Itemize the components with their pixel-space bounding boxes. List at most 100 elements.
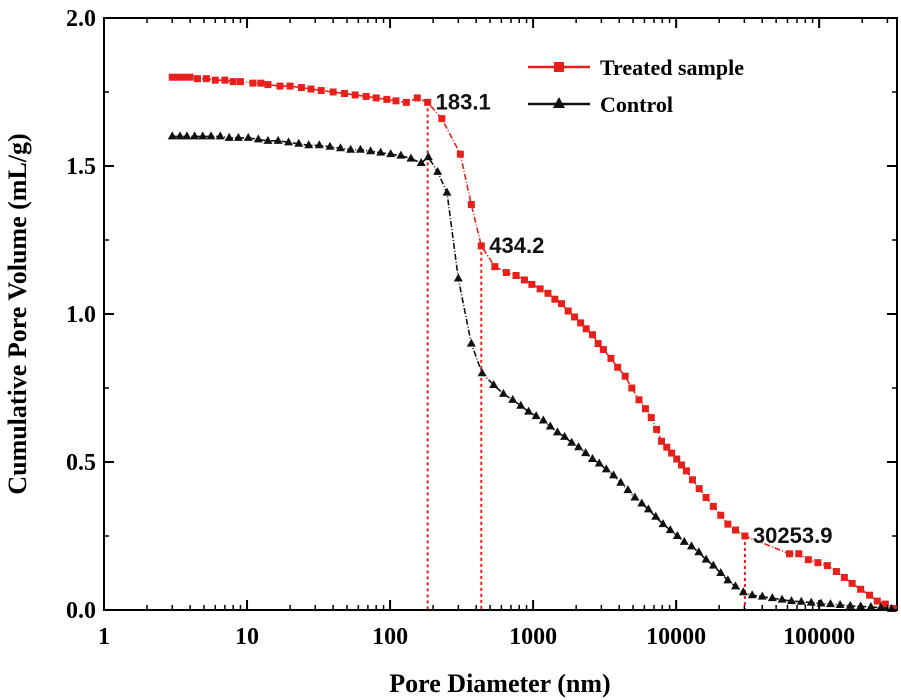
reference-lines: [426, 102, 746, 610]
data-point: [221, 76, 229, 84]
data-point: [186, 73, 194, 81]
data-point: [263, 135, 273, 144]
data-point: [677, 461, 685, 469]
data-point: [206, 131, 216, 140]
data-point: [211, 76, 219, 84]
data-point: [329, 88, 337, 96]
annotation-label: 183.1: [436, 89, 491, 114]
data-point: [433, 166, 443, 175]
data-point: [665, 525, 675, 534]
data-point: [198, 131, 208, 140]
data-point: [643, 504, 653, 513]
data-point: [786, 596, 796, 605]
legend-control-marker: [553, 97, 565, 108]
data-point: [545, 421, 555, 430]
data-point: [536, 285, 544, 293]
data-point: [402, 98, 410, 106]
data-point: [826, 599, 836, 608]
data-point: [424, 98, 432, 106]
data-point: [832, 568, 840, 576]
x-tick-label: 100: [372, 624, 408, 650]
series-treated: [168, 73, 897, 613]
data-point: [193, 75, 201, 83]
data-point: [658, 519, 668, 528]
data-point: [386, 149, 396, 158]
y-axis-title: Cumulative Pore Volume (mL/g): [3, 133, 32, 494]
data-point: [668, 449, 676, 457]
data-point: [658, 437, 666, 445]
data-point: [679, 536, 689, 545]
data-point: [249, 79, 257, 87]
data-point: [616, 477, 626, 486]
data-point: [564, 307, 572, 315]
data-point: [273, 135, 283, 144]
data-point: [498, 388, 508, 397]
x-tick-label: 1: [98, 624, 110, 650]
data-point: [723, 575, 733, 584]
y-tick-label: 0.0: [66, 598, 96, 624]
data-point: [276, 82, 284, 90]
data-point: [594, 458, 604, 467]
data-point: [741, 532, 749, 540]
data-point: [730, 581, 740, 590]
x-tick-label: 10000: [646, 624, 706, 650]
data-point: [456, 150, 464, 158]
data-point: [738, 587, 748, 596]
x-tick-label: 1000: [509, 624, 557, 650]
data-point: [757, 591, 767, 600]
data-point: [355, 144, 365, 153]
data-point: [528, 280, 536, 288]
data-point: [840, 573, 848, 581]
data-point: [174, 73, 182, 81]
data-point: [628, 384, 636, 392]
data-point: [630, 492, 640, 501]
annotations: 183.1 434.2 30253.9: [436, 89, 833, 548]
data-point: [637, 498, 647, 507]
data-point: [582, 325, 590, 333]
data-point: [588, 331, 596, 339]
data-point: [848, 579, 856, 587]
data-point: [175, 131, 185, 140]
data-point: [243, 132, 253, 141]
legend-treated-label: Treated sample: [600, 55, 744, 80]
data-point: [796, 596, 806, 605]
data-point: [701, 554, 711, 563]
data-point: [489, 380, 499, 389]
data-point: [795, 550, 803, 558]
data-point: [406, 153, 416, 162]
data-point: [502, 269, 510, 277]
data-point: [599, 346, 607, 354]
data-point: [621, 372, 629, 380]
data-point: [477, 242, 485, 250]
data-point: [777, 594, 787, 603]
data-point: [551, 295, 559, 303]
data-point: [538, 415, 548, 424]
data-point: [236, 78, 244, 86]
data-point: [581, 448, 591, 457]
data-point: [284, 137, 294, 146]
data-point: [544, 289, 552, 297]
data-point: [552, 427, 562, 436]
data-point: [167, 131, 177, 140]
data-point: [694, 547, 704, 556]
data-point: [438, 115, 446, 123]
series-control: [167, 131, 896, 612]
data-point: [623, 485, 633, 494]
data-point: [814, 559, 822, 567]
data-point: [520, 276, 528, 284]
series-line: [172, 135, 892, 610]
data-point: [233, 132, 243, 141]
data-point: [635, 396, 643, 404]
x-axis-title: Pore Diameter (nm): [389, 669, 610, 698]
data-point: [396, 150, 406, 159]
data-point: [294, 138, 304, 147]
data-point: [182, 131, 192, 140]
data-point: [806, 597, 816, 606]
data-point: [686, 541, 696, 550]
data-point: [467, 200, 475, 208]
y-tick-label: 1.0: [66, 302, 96, 328]
data-point: [229, 78, 237, 86]
data-point: [512, 272, 520, 280]
data-point: [383, 95, 391, 103]
data-point: [571, 313, 579, 321]
